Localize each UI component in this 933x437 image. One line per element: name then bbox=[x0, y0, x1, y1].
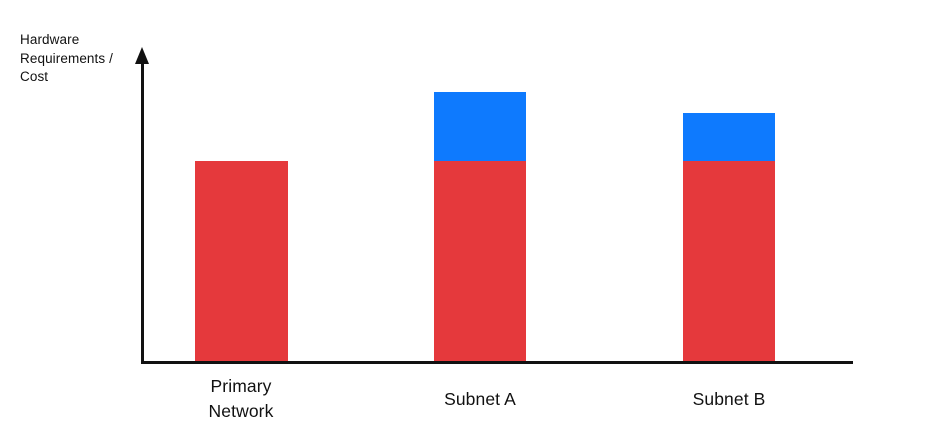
category-label-subnet-b: Subnet B bbox=[692, 388, 766, 409]
bar-segment-blue-overhead-segment-2 bbox=[434, 92, 526, 161]
bar-segment-red-base-segment-3 bbox=[683, 161, 775, 363]
category-label-subnet-a: Subnet A bbox=[444, 388, 516, 409]
x-axis-line bbox=[141, 361, 853, 364]
bar-segment-red-base-segment-1 bbox=[195, 161, 288, 363]
bar-segment-red-base-segment-2 bbox=[434, 161, 526, 363]
y-axis-arrow-icon bbox=[135, 47, 149, 64]
y-axis-label: Hardware Requirements / Cost bbox=[20, 32, 113, 84]
category-label-primary-network: Primary Network bbox=[208, 376, 274, 421]
y-axis-line bbox=[141, 58, 144, 363]
bar-segment-blue-overhead-segment-3 bbox=[683, 112, 775, 161]
